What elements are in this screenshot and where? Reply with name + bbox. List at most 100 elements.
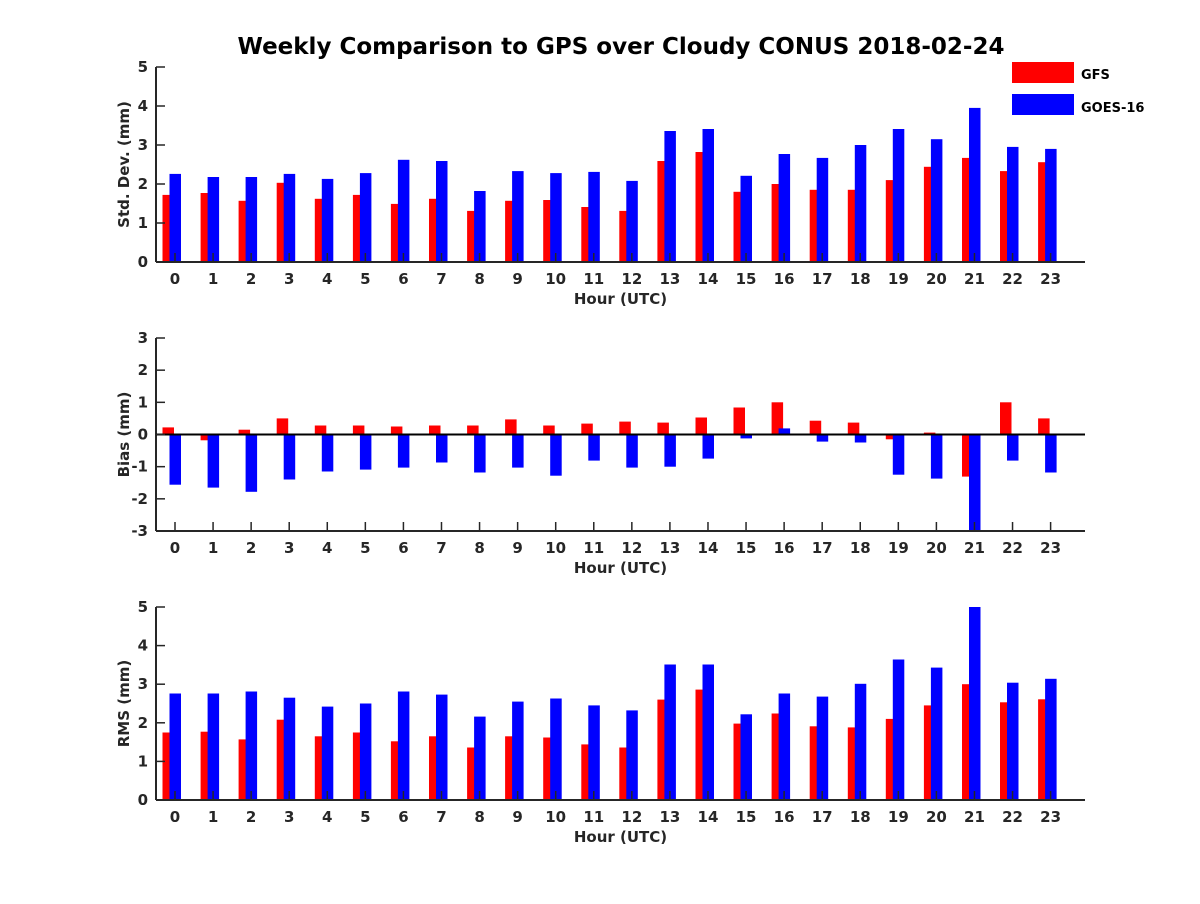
x-tick-label-std-dev: 2 — [246, 270, 256, 288]
bar-rms-gfs-6 — [390, 741, 403, 800]
y-tick-label-std-dev: 5 — [138, 58, 148, 76]
bar-rms-goes16-4 — [321, 706, 334, 800]
bar-bias-gfs-3 — [276, 418, 289, 435]
x-tick-label-bias: 3 — [284, 539, 294, 557]
bar-std-dev-gfs-22 — [1000, 171, 1012, 262]
bar-rms-goes16-1 — [207, 693, 220, 800]
bar-std-dev-goes16-17 — [816, 157, 829, 262]
bar-std-dev-goes16-10 — [550, 173, 562, 262]
bar-bias-gfs-7 — [429, 425, 441, 435]
bar-rms-goes16-15 — [740, 714, 752, 800]
bar-std-dev-gfs-13 — [657, 161, 669, 262]
bar-std-dev-goes16-23 — [1045, 148, 1057, 262]
bar-rms-goes16-10 — [550, 698, 562, 800]
x-tick-label-rms: 21 — [964, 808, 985, 826]
bar-bias-gfs-23 — [1038, 418, 1050, 435]
bar-bias-gfs-15 — [733, 407, 745, 435]
bar-std-dev-goes16-13 — [664, 131, 676, 262]
bar-std-dev-goes16-3 — [283, 173, 296, 262]
bar-std-dev-gfs-14 — [695, 152, 707, 262]
bar-bias-goes16-7 — [436, 434, 448, 463]
y-tick-label-bias: 1 — [138, 393, 148, 411]
bar-rms-goes16-7 — [436, 694, 448, 800]
x-tick-label-std-dev: 23 — [1040, 270, 1061, 288]
bar-std-dev-gfs-10 — [543, 200, 555, 262]
x-tick-label-rms: 23 — [1040, 808, 1061, 826]
y-tick-label-rms: 3 — [138, 675, 148, 693]
bar-rms-gfs-1 — [200, 731, 213, 800]
bar-std-dev-goes16-11 — [588, 171, 600, 262]
x-tick-label-std-dev: 3 — [284, 270, 294, 288]
y-axis-label-rms: RMS (mm) — [115, 660, 133, 747]
bar-bias-goes16-8 — [474, 434, 486, 473]
bar-bias-goes16-0 — [169, 434, 181, 485]
x-tick-label-std-dev: 1 — [208, 270, 218, 288]
bar-bias-goes16-3 — [283, 434, 296, 480]
x-tick-label-std-dev: 9 — [512, 270, 522, 288]
x-tick-label-rms: 16 — [774, 808, 795, 826]
bar-std-dev-goes16-16 — [778, 154, 791, 262]
bar-rms-gfs-16 — [771, 713, 784, 800]
bar-std-dev-goes16-0 — [169, 173, 181, 262]
bar-std-dev-gfs-15 — [733, 191, 745, 262]
bar-rms-gfs-11 — [581, 744, 593, 800]
x-tick-label-rms: 5 — [360, 808, 370, 826]
bar-rms-gfs-10 — [543, 737, 555, 800]
bar-std-dev-gfs-6 — [390, 203, 403, 262]
x-tick-label-rms: 6 — [398, 808, 408, 826]
bar-rms-goes16-3 — [283, 697, 296, 800]
bar-rms-gfs-12 — [619, 747, 631, 800]
bar-bias-gfs-16 — [771, 402, 784, 435]
x-tick-label-std-dev: 5 — [360, 270, 370, 288]
x-tick-label-rms: 0 — [170, 808, 180, 826]
bar-rms-goes16-0 — [169, 693, 181, 800]
bar-bias-gfs-19 — [885, 434, 898, 440]
bar-bias-goes16-1 — [207, 434, 220, 488]
x-tick-label-bias: 7 — [436, 539, 446, 557]
bar-rms-goes16-5 — [359, 703, 372, 800]
x-tick-label-bias: 18 — [850, 539, 871, 557]
bar-bias-goes16-5 — [359, 434, 372, 470]
y-tick-label-std-dev: 1 — [138, 214, 148, 232]
x-tick-label-bias: 15 — [736, 539, 757, 557]
bar-std-dev-gfs-5 — [352, 194, 365, 262]
bar-rms-goes16-18 — [854, 683, 867, 800]
x-tick-label-rms: 13 — [659, 808, 680, 826]
bar-rms-gfs-15 — [733, 723, 745, 800]
x-tick-label-bias: 13 — [659, 539, 680, 557]
bar-std-dev-gfs-4 — [314, 198, 327, 262]
bar-std-dev-gfs-8 — [467, 210, 479, 262]
bar-bias-gfs-0 — [162, 427, 174, 435]
y-tick-label-bias: -2 — [131, 490, 148, 508]
bar-bias-goes16-12 — [626, 434, 638, 468]
bar-std-dev-gfs-23 — [1038, 162, 1050, 262]
bar-bias-goes16-23 — [1045, 434, 1057, 473]
bar-rms-gfs-5 — [352, 732, 365, 800]
bar-bias-gfs-13 — [657, 422, 669, 435]
bar-std-dev-goes16-6 — [397, 159, 410, 262]
x-tick-label-std-dev: 16 — [774, 270, 795, 288]
x-tick-label-std-dev: 12 — [621, 270, 642, 288]
bar-bias-gfs-21 — [962, 434, 974, 477]
x-tick-label-std-dev: 17 — [812, 270, 833, 288]
x-tick-label-std-dev: 13 — [659, 270, 680, 288]
x-tick-label-std-dev: 14 — [698, 270, 719, 288]
x-tick-label-bias: 11 — [583, 539, 604, 557]
bar-rms-goes16-12 — [626, 710, 638, 800]
x-tick-label-rms: 12 — [621, 808, 642, 826]
bar-rms-gfs-23 — [1038, 699, 1050, 800]
bar-std-dev-goes16-2 — [245, 177, 258, 262]
x-tick-label-rms: 3 — [284, 808, 294, 826]
x-axis-label-std-dev: Hour (UTC) — [574, 290, 667, 308]
bar-rms-goes16-6 — [397, 691, 410, 800]
y-tick-label-rms: 5 — [138, 598, 148, 616]
x-tick-label-std-dev: 11 — [583, 270, 604, 288]
bar-rms-goes16-22 — [1007, 682, 1019, 800]
bar-rms-gfs-8 — [467, 747, 479, 800]
bar-std-dev-gfs-12 — [619, 210, 631, 262]
bar-bias-goes16-18 — [854, 434, 867, 443]
bar-rms-goes16-21 — [969, 607, 981, 800]
